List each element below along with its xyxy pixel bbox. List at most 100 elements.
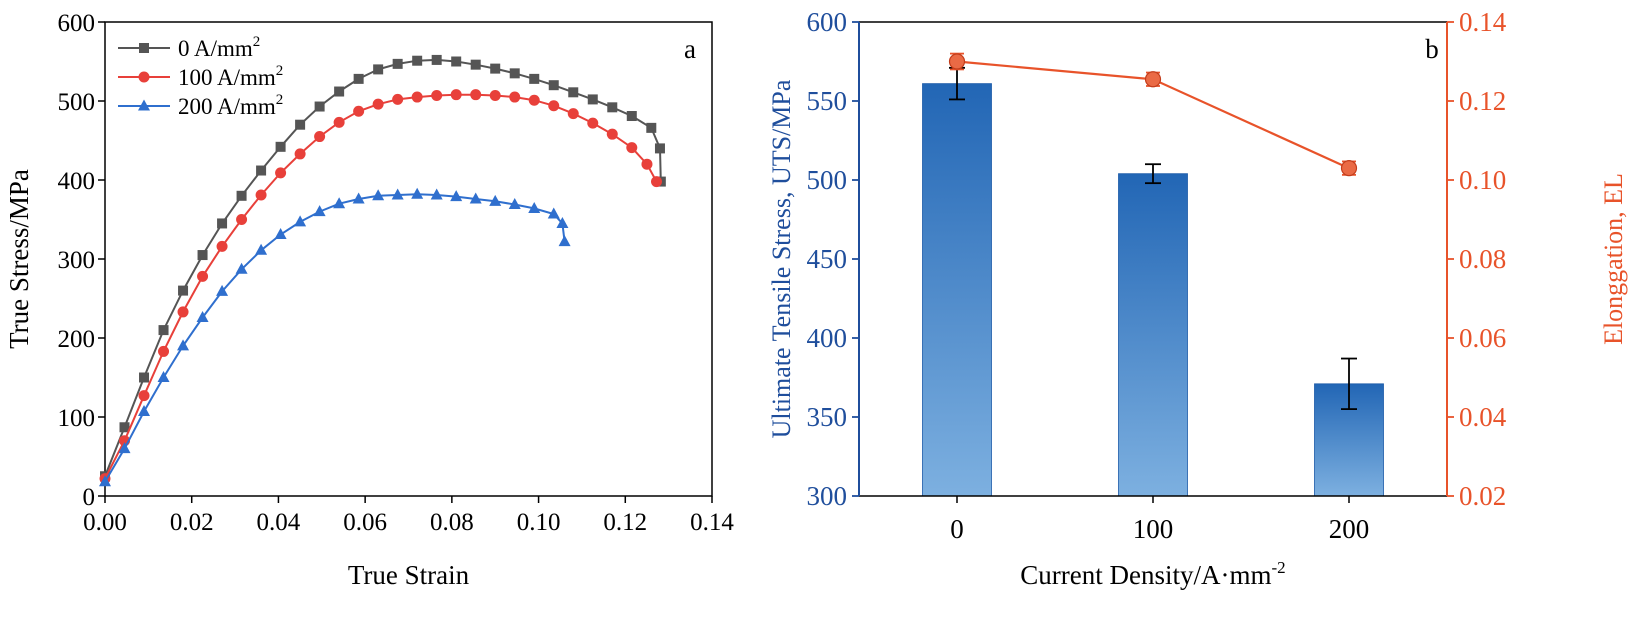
panel-a-y-tick-label: 100 (58, 405, 96, 432)
legend-marker-triangle (138, 99, 150, 111)
legend-marker-square (139, 43, 149, 53)
data-point-square (256, 165, 267, 176)
data-point-triangle (508, 197, 521, 209)
panel-b-left-tick-label: 400 (807, 323, 848, 353)
panel-a-x-tick-label: 0.12 (603, 509, 647, 536)
data-point-square (158, 325, 169, 336)
data-point-square (626, 111, 637, 122)
data-point-triangle (489, 194, 502, 206)
data-point-square (236, 190, 247, 201)
panel-b-left-tick-label: 300 (807, 481, 848, 511)
data-point-square (654, 143, 665, 154)
data-point-square (412, 55, 423, 66)
bar-uts (922, 83, 992, 497)
panel-b-x-axis-title: Current Density/A·mm-2 (1020, 558, 1285, 590)
panel-b-left-tick-label: 350 (807, 402, 848, 432)
data-point-triangle (99, 475, 111, 487)
panel-a-x-tick-label: 0.14 (690, 509, 734, 536)
data-point-triangle (274, 228, 287, 240)
panel-a-y-tick-label: 600 (58, 10, 96, 37)
data-point-triangle (157, 371, 170, 382)
panel-b-left-tick-label: 550 (807, 86, 848, 116)
data-point-circle (509, 91, 521, 103)
data-point-square (587, 94, 598, 105)
data-point-circle (177, 306, 189, 318)
bar-uts (1118, 173, 1188, 497)
elongation-point (1340, 160, 1358, 177)
data-point-circle (651, 176, 663, 188)
data-point-triangle (352, 192, 365, 204)
data-point-triangle (313, 205, 326, 217)
data-point-circle (138, 390, 150, 402)
panel-a-x-tick-label: 0.10 (517, 509, 561, 536)
panel-b-left-tick-label: 600 (807, 7, 848, 37)
legend-label-superscript: 2 (276, 92, 284, 108)
data-point-triangle (294, 215, 307, 227)
panel-b-x-tick-label: 100 (1133, 514, 1174, 544)
panel-b-right-axis-title: Elonggation, EL (1599, 173, 1628, 345)
elongation-point (1144, 71, 1162, 88)
panel-b-right-tick-label: 0.08 (1459, 244, 1506, 274)
data-point-circle (606, 128, 618, 140)
panel-b-right-tick-label: 0.02 (1459, 481, 1506, 511)
panel-b-label: b (1425, 34, 1439, 64)
legend-label: 200 A/mm2 (178, 92, 283, 119)
data-point-triangle (391, 188, 404, 200)
data-point-square (275, 141, 286, 152)
data-point-triangle (556, 216, 569, 228)
data-point-square (392, 58, 403, 69)
data-point-square (470, 59, 481, 70)
data-point-circle (641, 158, 653, 170)
panel-a-x-tick-label: 0.00 (83, 509, 127, 536)
legend-label: 100 A/mm2 (178, 63, 283, 90)
panel-b-left-axis-title: Ultimate Tensile Stress, UTS/MPa (767, 79, 796, 438)
legend-label-text: 200 A/mm (178, 94, 276, 119)
legend-marker-circle (138, 71, 150, 83)
data-point-circle (411, 91, 423, 103)
legend-label-superscript: 2 (276, 63, 284, 79)
panel-a-y-axis-title: True Stress/MPa (4, 169, 34, 349)
data-point-triangle (528, 201, 541, 213)
legend-label-text: 0 A/mm (178, 36, 253, 61)
data-point-triangle (196, 310, 209, 322)
data-point-square (568, 87, 579, 98)
data-point-circle (197, 270, 209, 282)
panel-a-x-tick-label: 0.08 (430, 509, 474, 536)
data-point-circle (372, 98, 384, 110)
data-point-triangle (138, 404, 151, 416)
data-point-triangle (235, 262, 248, 274)
data-point-triangle (118, 442, 131, 454)
panel-b-x-axis-title-text: Current Density/A·mm (1020, 560, 1271, 590)
panel-a-x-tick-label: 0.02 (170, 509, 214, 536)
data-point-triangle (469, 192, 482, 204)
legend-label: 0 A/mm2 (178, 34, 260, 61)
panel-a-y-tick-label: 0 (83, 484, 96, 511)
data-point-circle (548, 100, 560, 112)
data-point-triangle (255, 243, 268, 255)
data-point-triangle (177, 339, 190, 351)
data-point-square (353, 73, 364, 84)
data-point-square (646, 122, 657, 133)
data-point-circle (489, 89, 501, 101)
data-point-triangle (411, 187, 424, 199)
data-point-circle (275, 167, 287, 179)
panel-a-y-tick-label: 200 (58, 326, 96, 353)
panel-b-right-tick-label: 0.06 (1459, 323, 1506, 353)
panel-a-y-tick-label: 300 (58, 247, 96, 274)
data-point-circle (450, 89, 462, 101)
data-point-circle (392, 93, 404, 105)
legend-label-superscript: 2 (253, 34, 261, 50)
panel-b-right-tick-label: 0.10 (1459, 165, 1506, 195)
data-point-square (607, 102, 618, 113)
data-point-square (178, 285, 189, 296)
data-point-square (373, 64, 384, 75)
series-line-square (104, 58, 662, 477)
data-point-triangle (547, 207, 560, 219)
data-point-square (529, 73, 540, 84)
panel-a-label: a (684, 34, 696, 64)
data-point-square (509, 68, 520, 79)
panel-a-x-tick-label: 0.06 (343, 509, 387, 536)
data-point-circle (236, 214, 248, 225)
